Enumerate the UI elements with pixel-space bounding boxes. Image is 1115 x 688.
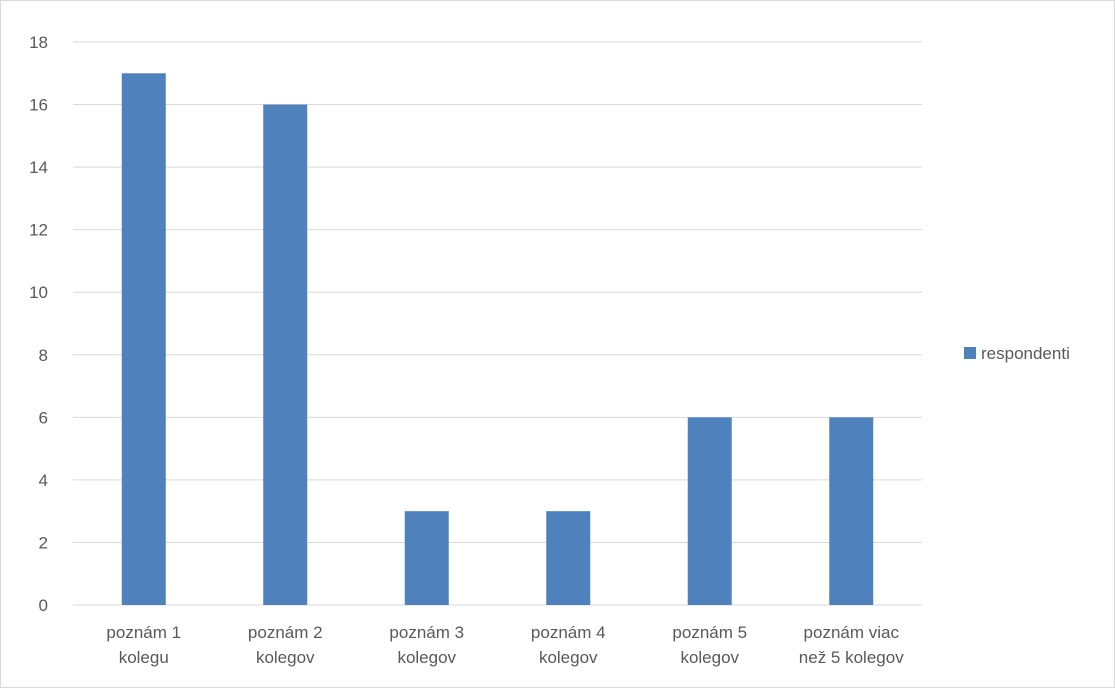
legend-swatch-respondenti xyxy=(964,347,976,359)
y-tick-label: 10 xyxy=(29,283,48,302)
x-tick-label: poznám 5 kolegov xyxy=(672,623,747,667)
y-axis: 0 2 4 6 8 10 12 14 16 18 xyxy=(29,33,48,615)
legend-label-respondenti: respondenti xyxy=(981,344,1070,363)
y-tick-label: 4 xyxy=(39,471,48,490)
y-tick-label: 12 xyxy=(29,221,48,240)
y-tick-label: 16 xyxy=(29,96,48,115)
y-tick-label: 14 xyxy=(29,158,48,177)
bar xyxy=(546,511,591,605)
x-tick-label: poznám viac než 5 kolegov xyxy=(799,623,904,667)
x-axis: poznám 1 kolegu poznám 2 kolegov poznám 3 kol… xyxy=(106,623,904,667)
x-tick-label: poznám 2 kolegov xyxy=(248,623,323,667)
legend: respondenti xyxy=(964,344,1070,363)
y-tick-label: 18 xyxy=(29,33,48,52)
x-tick-label: poznám 3 kolegov xyxy=(389,623,464,667)
bar xyxy=(829,417,874,605)
x-tick-label: poznám 4 kolegov xyxy=(531,623,606,667)
bar xyxy=(121,73,166,606)
bars xyxy=(121,73,874,606)
y-tick-label: 2 xyxy=(39,533,48,552)
y-tick-label: 6 xyxy=(39,408,48,427)
bar xyxy=(687,417,732,605)
y-tick-label: 8 xyxy=(39,346,48,365)
bar xyxy=(263,104,308,606)
y-tick-label: 0 xyxy=(39,596,48,615)
x-tick-label: poznám 1 kolegu xyxy=(106,623,181,667)
gridlines xyxy=(73,41,922,606)
bar xyxy=(404,511,449,605)
